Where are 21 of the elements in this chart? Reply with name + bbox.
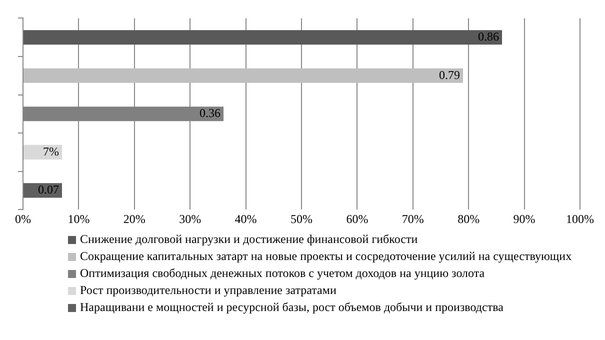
x-tick-label: 10% bbox=[68, 212, 90, 226]
legend-label: Наращивани е мощностей и ресурсной базы, рост объемов добычи и производства bbox=[80, 300, 504, 315]
legend-label: Рост производительности и управление затратами bbox=[80, 283, 336, 298]
x-tick-label: 100% bbox=[566, 212, 594, 226]
data-label: 0.79 bbox=[439, 68, 460, 82]
x-tick-label: 80% bbox=[458, 212, 480, 226]
data-label: 7% bbox=[42, 144, 59, 158]
x-tick-label: 50% bbox=[290, 212, 312, 226]
x-tick-label: 70% bbox=[402, 212, 424, 226]
x-tick-label: 40% bbox=[234, 212, 257, 226]
legend-label: Сокращение капитальных затарт на новые проекты и сосредоточение усилий на существующих bbox=[80, 249, 572, 264]
x-tick-label: 90% bbox=[513, 212, 536, 226]
data-label: 0.86 bbox=[478, 29, 500, 44]
data-label: 0.36 bbox=[200, 106, 221, 120]
x-tick-label: 60% bbox=[346, 212, 368, 226]
x-tick-label: 30% bbox=[179, 212, 202, 226]
data-label: 0.07 bbox=[38, 182, 59, 197]
x-tick-label: 0% bbox=[15, 212, 31, 226]
x-tick-label: 20% bbox=[123, 212, 146, 226]
legend-label: Снижение долговой нагрузки и достижение финансовой гибкости bbox=[80, 232, 418, 247]
legend-label: Оптимизация свободных денежных потоков с учетом доходов на унцию золота bbox=[80, 266, 485, 281]
